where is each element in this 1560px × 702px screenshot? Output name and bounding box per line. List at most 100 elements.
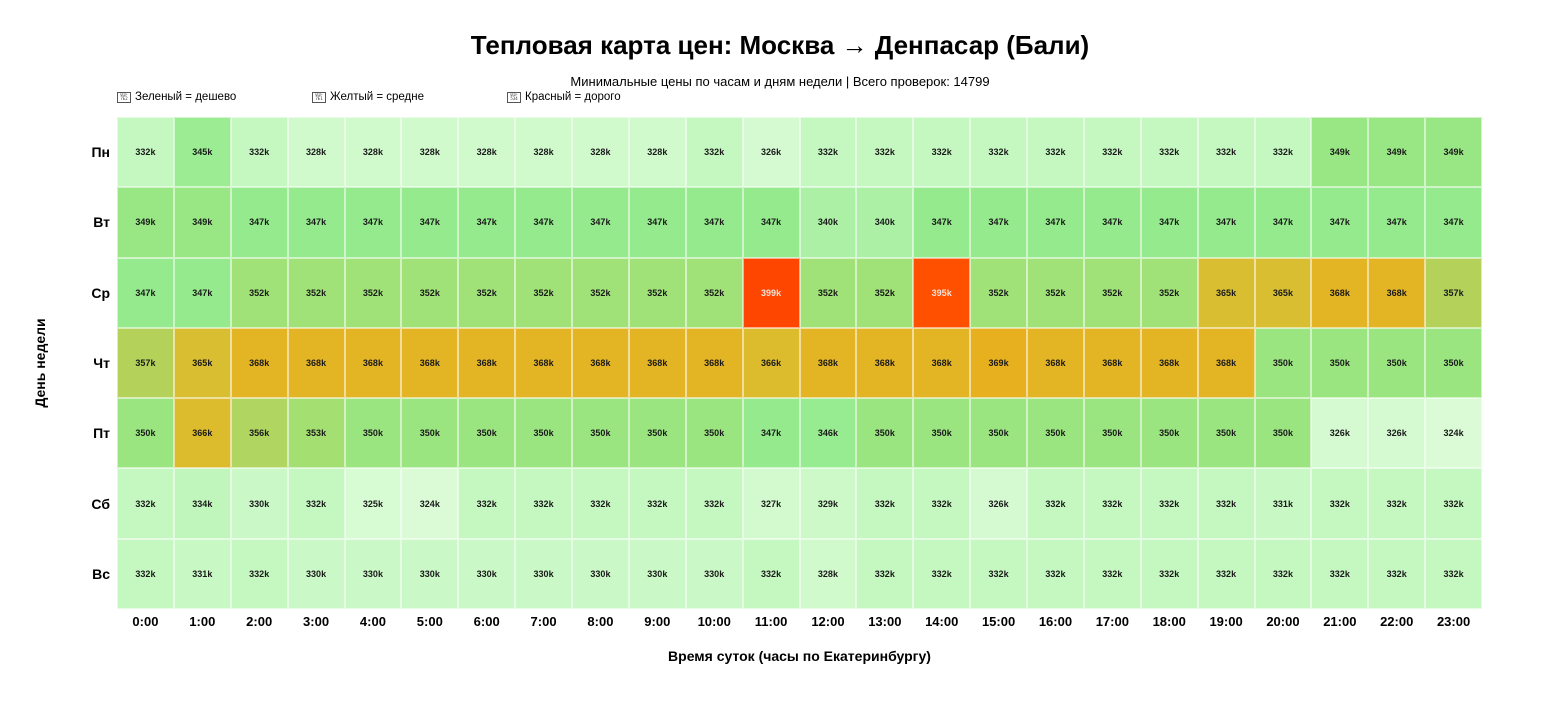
heatmap-cell: 332k	[458, 468, 516, 539]
heatmap-cell: 350k	[685, 398, 743, 469]
heatmap-cell: 332k	[1254, 538, 1312, 609]
heatmap-cell: 366k	[742, 327, 800, 399]
heatmap-cell: 350k	[1425, 327, 1482, 399]
x-axis-label: 1:00	[189, 614, 216, 629]
heatmap-cell: 326k	[742, 117, 800, 188]
heatmap-cell: 347k	[628, 187, 686, 258]
missing-glyph-icon: 01F 534	[507, 91, 521, 103]
y-axis-label: Сб	[91, 495, 110, 512]
heatmap-cell: 368k	[1368, 257, 1426, 328]
legend-item-medium: 01F 7E1 Желтый = средне	[312, 91, 424, 103]
heatmap-cell: 326k	[970, 468, 1027, 539]
heatmap-cell: 330k	[515, 538, 572, 609]
heatmap-cell: 368k	[230, 327, 288, 399]
heatmap-cell: 332k	[1027, 468, 1084, 539]
x-axis-label: 14:00	[925, 614, 959, 629]
heatmap-cell: 347k	[970, 187, 1027, 258]
heatmap-cell: 330k	[230, 468, 288, 539]
missing-glyph-icon: 01F 7E2	[117, 91, 131, 103]
y-axis-label: Чт	[93, 354, 110, 371]
y-axis-label: Вс	[92, 565, 110, 582]
heatmap-cell: 332k	[117, 468, 174, 539]
x-axis-label: 8:00	[587, 614, 614, 629]
x-axis-label: 23:00	[1436, 614, 1471, 629]
y-axis-label: Пт	[93, 425, 110, 442]
heatmap-cell: 332k	[1254, 117, 1312, 188]
x-axis-label: 3:00	[303, 614, 330, 629]
heatmap-cell: 330k	[401, 538, 459, 609]
heatmap-cell: 329k	[799, 468, 857, 539]
heatmap-cell: 347k	[1083, 187, 1141, 258]
heatmap-cell: 395k	[913, 257, 971, 328]
heatmap-cell: 332k	[515, 468, 572, 539]
heatmap-cell: 366k	[173, 398, 231, 469]
heatmap-cell: 352k	[799, 257, 857, 328]
heatmap-cell: 347k	[458, 187, 516, 258]
heatmap-cell: 352k	[230, 257, 288, 328]
heatmap-cell: 347k	[1027, 187, 1084, 258]
heatmap-cell: 368k	[1311, 257, 1369, 328]
heatmap-cell: 324k	[401, 468, 459, 539]
legend-label: Зеленый = дешево	[135, 91, 237, 103]
heatmap-cell: 332k	[1311, 468, 1369, 539]
y-axis-label: Пн	[91, 144, 110, 161]
heatmap-cell: 328k	[628, 117, 686, 188]
y-axis-label: Ср	[91, 284, 110, 301]
heatmap-cell: 352k	[515, 257, 572, 328]
heatmap-cell: 365k	[1197, 257, 1255, 328]
heatmap-cell: 332k	[1368, 468, 1426, 539]
heatmap-cell: 352k	[970, 257, 1027, 328]
x-axis-label: 10:00	[697, 614, 731, 629]
heatmap-cell: 332k	[1140, 117, 1198, 188]
y-axis-labels: Пн Вт Ср Чт Пт Сб Вс	[80, 117, 110, 609]
heatmap-cell: 332k	[913, 538, 971, 609]
heatmap-cell: 332k	[799, 117, 857, 188]
heatmap-cell: 332k	[1311, 538, 1369, 609]
heatmap-cell: 349k	[1311, 117, 1369, 188]
missing-glyph-icon: 01F 7E1	[312, 91, 326, 103]
heatmap-cell: 350k	[1254, 398, 1312, 469]
y-axis-label: Вт	[93, 214, 110, 231]
heatmap-cell: 368k	[1027, 327, 1084, 399]
x-axis-label: 15:00	[981, 614, 1016, 629]
heatmap-cell: 324k	[1425, 398, 1482, 469]
x-axis-label: 20:00	[1266, 614, 1300, 629]
heatmap-cell: 352k	[1083, 257, 1141, 328]
x-axis-label: 13:00	[868, 614, 902, 629]
heatmap-cell: 328k	[458, 117, 516, 188]
heatmap-cell: 368k	[856, 327, 914, 399]
heatmap-cell: 328k	[572, 117, 629, 188]
heatmap-cell: 332k	[287, 468, 345, 539]
heatmap-cell: 350k	[1083, 398, 1141, 469]
heatmap-cell: 368k	[799, 327, 857, 399]
heatmap-cell: 332k	[117, 538, 174, 609]
heatmap-cell: 368k	[685, 327, 743, 399]
heatmap-cell: 350k	[515, 398, 572, 469]
x-axis-label: 0:00	[132, 614, 159, 629]
heatmap-cell: 350k	[913, 398, 971, 469]
heatmap-cell: 346k	[799, 398, 857, 469]
heatmap-cell: 349k	[117, 187, 174, 258]
heatmap-cell: 352k	[344, 257, 402, 328]
heatmap-cell: 347k	[742, 398, 800, 469]
x-axis-label: 12:00	[811, 614, 845, 629]
heatmap-cell: 353k	[287, 398, 345, 469]
heatmap-cell: 347k	[344, 187, 402, 258]
heatmap-cell: 368k	[572, 327, 629, 399]
heatmap-cell: 352k	[1027, 257, 1084, 328]
heatmap-cell: 332k	[1027, 117, 1084, 188]
x-axis-label: 2:00	[246, 614, 273, 629]
chart-subtitle: Минимальные цены по часам и дням недели …	[570, 74, 990, 89]
heatmap-cell: 368k	[458, 327, 516, 399]
heatmap-cell: 332k	[1027, 538, 1084, 609]
heatmap-cell: 352k	[685, 257, 743, 328]
heatmap-cell: 349k	[1368, 117, 1426, 188]
heatmap-cell: 350k	[401, 398, 459, 469]
heatmap-cell: 368k	[344, 327, 402, 399]
heatmap-cell: 340k	[856, 187, 914, 258]
heatmap-cell: 330k	[685, 538, 743, 609]
x-axis-label: 5:00	[416, 614, 443, 629]
x-axis-label: 19:00	[1209, 614, 1243, 629]
heatmap-cell: 332k	[1140, 538, 1198, 609]
heatmap-cell: 347k	[1254, 187, 1312, 258]
